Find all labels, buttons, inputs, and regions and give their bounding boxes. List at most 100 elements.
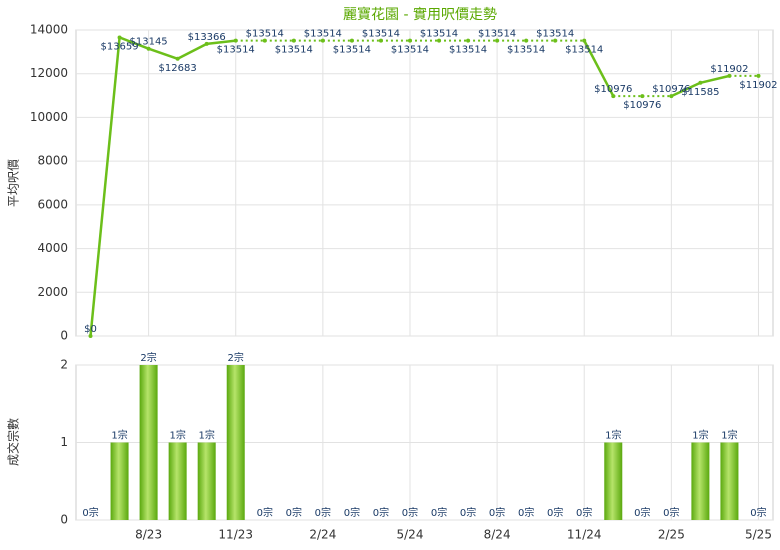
y-tick-label: 4000 bbox=[37, 241, 68, 255]
value-label: $13514 bbox=[536, 29, 574, 40]
x-tick-label: 8/24 bbox=[484, 528, 511, 542]
point bbox=[378, 38, 383, 43]
value-label: 1宗 bbox=[199, 429, 215, 442]
line-segment bbox=[177, 42, 208, 60]
bar bbox=[197, 442, 216, 520]
value-label: $11585 bbox=[681, 87, 719, 98]
y-tick-label: 2 bbox=[60, 358, 68, 372]
y-axis-title: 成交宗數 bbox=[6, 418, 21, 466]
bar bbox=[110, 442, 129, 520]
value-label: $13514 bbox=[333, 45, 371, 56]
point bbox=[437, 38, 442, 43]
point bbox=[175, 56, 180, 61]
y-tick-label: 0 bbox=[60, 513, 68, 527]
value-label: 0宗 bbox=[576, 506, 592, 519]
chart-title: 麗寶花園 - 實用呎價走勢 bbox=[343, 6, 497, 23]
point bbox=[553, 38, 558, 43]
y-tick-label: 6000 bbox=[37, 197, 68, 211]
value-label: $13145 bbox=[130, 37, 168, 48]
y-tick-label: 8000 bbox=[37, 154, 68, 168]
point bbox=[727, 73, 732, 78]
line-segment bbox=[670, 81, 701, 98]
value-label: 0宗 bbox=[634, 506, 650, 519]
value-label: $13514 bbox=[275, 45, 313, 56]
value-label: 0宗 bbox=[257, 506, 273, 519]
point bbox=[117, 35, 122, 40]
value-label: 0宗 bbox=[402, 506, 418, 519]
line-segment bbox=[206, 39, 236, 46]
point bbox=[204, 41, 209, 46]
y-tick-label: 0 bbox=[60, 329, 68, 343]
line-segment bbox=[700, 74, 730, 85]
point bbox=[669, 94, 674, 99]
x-tick-label: 2/25 bbox=[658, 528, 685, 542]
value-label: $13514 bbox=[217, 45, 255, 56]
x-tick-label: 8/23 bbox=[135, 528, 162, 542]
value-label: 2宗 bbox=[140, 351, 156, 364]
value-label: 0宗 bbox=[750, 506, 766, 519]
value-label: 0宗 bbox=[547, 506, 563, 519]
point bbox=[262, 38, 267, 43]
bar bbox=[604, 442, 623, 520]
value-label: 0宗 bbox=[663, 506, 679, 519]
point bbox=[640, 94, 645, 99]
value-label: $13514 bbox=[449, 45, 487, 56]
y-tick-label: 12000 bbox=[30, 66, 68, 80]
value-label: $12683 bbox=[159, 63, 197, 74]
bar bbox=[168, 442, 187, 520]
y-tick-label: 1 bbox=[60, 435, 68, 449]
value-label: 1宗 bbox=[169, 429, 185, 442]
x-tick-label: 11/24 bbox=[567, 528, 602, 542]
point bbox=[146, 46, 151, 51]
value-label: 0宗 bbox=[82, 506, 98, 519]
point bbox=[524, 38, 529, 43]
value-label: $13366 bbox=[188, 32, 226, 43]
point bbox=[698, 80, 703, 85]
value-label: $13514 bbox=[420, 29, 458, 40]
y-tick-label: 14000 bbox=[30, 23, 68, 37]
line-segment bbox=[583, 40, 615, 97]
value-label: $13514 bbox=[507, 45, 545, 56]
value-label: 0宗 bbox=[344, 506, 360, 519]
line-segment bbox=[89, 37, 121, 337]
point bbox=[88, 334, 93, 338]
y-axis-title: 平均呎價 bbox=[7, 159, 21, 207]
point bbox=[582, 38, 587, 43]
bar bbox=[226, 365, 245, 520]
value-label: $13514 bbox=[478, 29, 516, 40]
value-label: 0宗 bbox=[518, 506, 534, 519]
value-label: 0宗 bbox=[460, 506, 476, 519]
value-label: $11902 bbox=[739, 80, 777, 91]
value-label: $10976 bbox=[652, 84, 690, 95]
value-label: $13514 bbox=[391, 45, 429, 56]
value-label: 0宗 bbox=[286, 506, 302, 519]
value-label: 2宗 bbox=[228, 351, 244, 364]
value-label: 0宗 bbox=[489, 506, 505, 519]
point bbox=[756, 73, 761, 78]
point bbox=[611, 94, 616, 99]
value-label: 0宗 bbox=[373, 506, 389, 519]
value-label: $13514 bbox=[304, 29, 342, 40]
point bbox=[407, 38, 412, 43]
bar bbox=[139, 365, 158, 520]
value-label: $13659 bbox=[100, 41, 138, 52]
line-segment bbox=[148, 47, 179, 60]
value-label: $13514 bbox=[362, 29, 400, 40]
value-label: 0宗 bbox=[431, 506, 447, 519]
value-label: 1宗 bbox=[721, 429, 737, 442]
value-label: $10976 bbox=[623, 100, 661, 111]
value-label: 0宗 bbox=[315, 506, 331, 519]
value-label: 1宗 bbox=[605, 429, 621, 442]
line-segment bbox=[119, 36, 150, 50]
x-tick-label: 2/24 bbox=[309, 528, 336, 542]
x-tick-label: 5/25 bbox=[745, 528, 772, 542]
y-tick-label: 2000 bbox=[37, 285, 68, 299]
value-label: 1宗 bbox=[111, 429, 127, 442]
point bbox=[349, 38, 354, 43]
value-label: $10976 bbox=[594, 84, 632, 95]
point bbox=[495, 38, 500, 43]
x-tick-label: 11/23 bbox=[218, 528, 253, 542]
value-label: $0 bbox=[84, 324, 97, 335]
